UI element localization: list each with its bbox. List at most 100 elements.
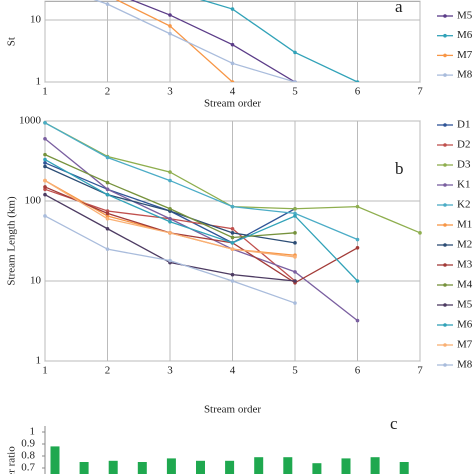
data-point (43, 152, 47, 157)
legend-label: D2 (457, 139, 470, 151)
x-axis-label: Stream order (204, 98, 261, 110)
legend-label: M8 (457, 359, 473, 371)
data-point (293, 270, 297, 274)
y-tick-label: 1 (30, 426, 36, 438)
bar (312, 463, 322, 474)
legend-dot (443, 183, 447, 187)
y-tick-label: 1 (36, 76, 42, 88)
data-point (105, 180, 110, 185)
data-point (168, 231, 172, 235)
y-tick-label: 10 (30, 14, 42, 26)
data-point (293, 231, 297, 235)
legend-label: M2 (457, 239, 472, 251)
x-tick-label: 6 (355, 86, 361, 98)
panel-label: a (395, 0, 403, 16)
data-point (168, 258, 172, 263)
bar (370, 457, 380, 474)
legend-label: M8 (457, 69, 473, 81)
series-group (43, 120, 422, 323)
legend-dot (443, 283, 447, 287)
x-tick-label: 2 (105, 365, 111, 377)
x-tick-label: 3 (167, 365, 173, 377)
data-point (355, 80, 360, 82)
legend-label: K1 (457, 179, 470, 191)
data-point (105, 192, 110, 197)
legend-dot (443, 223, 447, 227)
data-point (105, 214, 110, 218)
legend-label: M7 (457, 339, 473, 351)
data-point (105, 247, 110, 251)
series-line (199, 0, 358, 82)
series-line (44, 122, 358, 241)
x-tick-label: 4 (230, 365, 236, 377)
data-point (168, 178, 172, 183)
data-point (43, 178, 47, 183)
data-point (230, 279, 235, 283)
data-point (293, 80, 297, 82)
data-point (230, 204, 235, 209)
bar (137, 462, 147, 474)
legend-label: D1 (457, 119, 470, 131)
legend-dot (443, 143, 447, 147)
bar (341, 458, 351, 474)
series-group (93, 0, 360, 82)
y-tick-label: 0.7 (21, 462, 35, 474)
legend-dot (443, 203, 447, 207)
x-tick-label: 3 (167, 86, 173, 98)
legend-label: M4 (457, 279, 473, 291)
y-axis-label: Stream Length (km) (6, 196, 18, 286)
y-axis-label: St (6, 37, 18, 46)
legend-label: K2 (457, 199, 470, 211)
x-tick-label: 7 (417, 86, 423, 98)
data-point (105, 2, 110, 6)
data-point (43, 120, 47, 125)
data-point (293, 211, 297, 216)
legend-dot (443, 243, 447, 247)
data-point (105, 211, 110, 216)
legend-dot (443, 303, 447, 307)
legend-label: M3 (457, 259, 473, 271)
data-point (43, 157, 47, 162)
data-point (230, 61, 235, 66)
panel-label: c (390, 414, 398, 433)
data-point (43, 185, 47, 189)
data-point (230, 247, 235, 251)
data-point (355, 279, 360, 283)
data-point (168, 13, 172, 17)
legend-dot (443, 343, 447, 347)
data-point (168, 24, 172, 28)
data-point (355, 318, 360, 323)
x-tick-label: 5 (292, 365, 298, 377)
data-point (43, 192, 47, 197)
bar (108, 460, 118, 474)
panel-label: b (395, 159, 404, 178)
data-point (355, 237, 360, 242)
x-tick-label: 5 (292, 86, 298, 98)
data-point (105, 187, 110, 192)
data-point (43, 164, 47, 169)
y-tick-label: 0.8 (21, 450, 35, 462)
data-point (230, 42, 235, 47)
y-tick-label: 100 (25, 195, 42, 207)
data-point (43, 136, 47, 141)
bar (196, 460, 205, 474)
y-axis-label: er ratio (6, 446, 18, 474)
data-point (168, 216, 172, 221)
x-tick-label: 4 (230, 86, 236, 98)
legend-label: M6 (457, 319, 473, 331)
legend-dot (443, 123, 447, 127)
data-point (43, 161, 47, 165)
y-tick-label: 1000 (19, 115, 42, 127)
data-point (230, 235, 235, 240)
legend-label: M7 (457, 49, 473, 61)
data-point (168, 206, 172, 211)
y-tick-label: 10 (30, 275, 42, 287)
data-point (293, 255, 297, 259)
bar (283, 457, 293, 474)
bar (254, 457, 264, 474)
data-point (105, 216, 110, 221)
bar (399, 462, 409, 474)
bar (79, 462, 89, 474)
legend-label: M5 (457, 10, 473, 22)
